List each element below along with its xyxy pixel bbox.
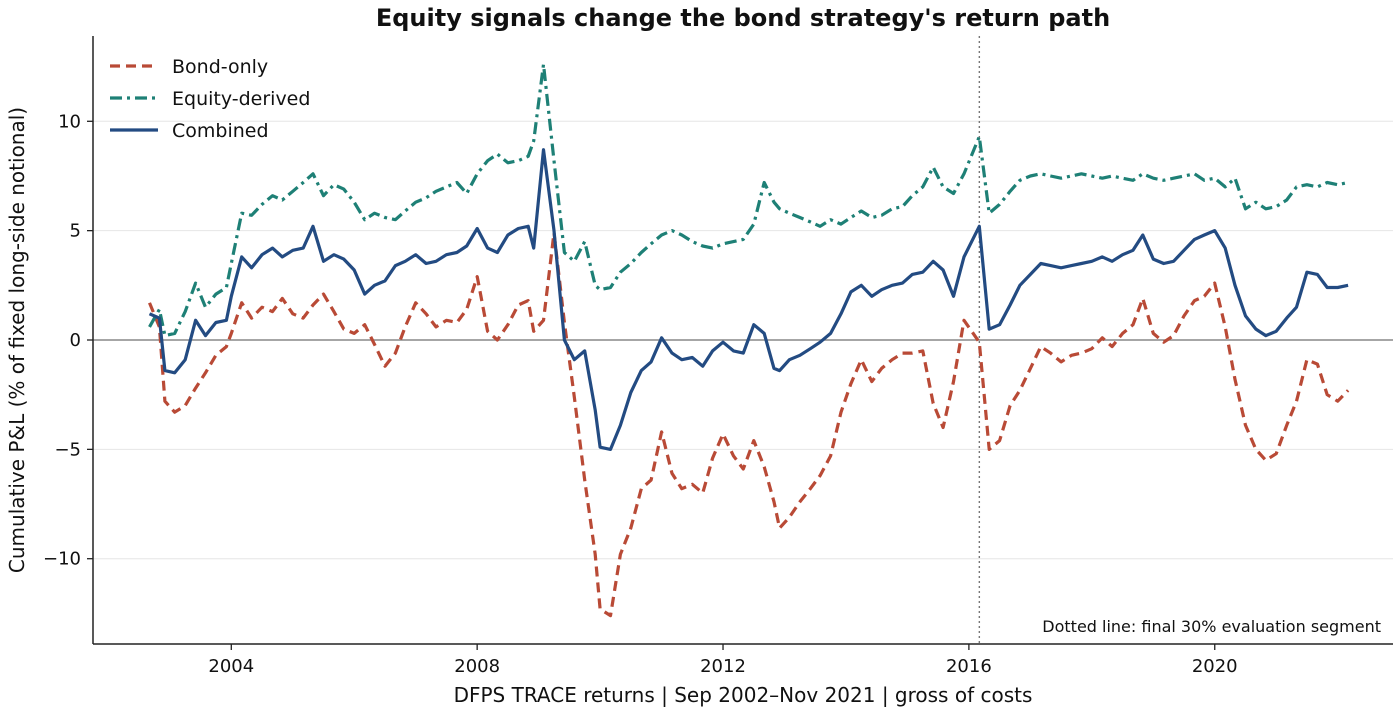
series-line-equity-derived <box>148 62 1349 338</box>
legend-label-bond-only: Bond-only <box>172 56 268 78</box>
x-tick-label: 2020 <box>1192 656 1238 677</box>
y-axis-label: Cumulative P&L (% of fixed long-side not… <box>5 107 29 573</box>
y-tick-label: 10 <box>58 111 81 132</box>
x-tick-label: 2004 <box>208 656 254 677</box>
series-layer <box>148 62 1350 618</box>
y-ticks: −10 −5 0 5 10 <box>43 111 93 570</box>
series-line-combined <box>148 148 1349 451</box>
x-ticks: 2004 2008 2012 2016 2020 <box>208 644 1238 677</box>
chart-title: Equity signals change the bond strategy'… <box>376 4 1110 32</box>
series-line-bond-only <box>148 231 1350 618</box>
evaluation-annotation: Dotted line: final 30% evaluation segmen… <box>1042 617 1381 636</box>
legend: Bond-only Equity-derived Combined <box>110 56 310 142</box>
y-tick-label: 5 <box>70 221 81 242</box>
x-tick-label: 2016 <box>946 656 992 677</box>
x-tick-label: 2008 <box>454 656 500 677</box>
y-tick-label: 0 <box>70 330 81 351</box>
y-tick-label: −10 <box>43 549 81 570</box>
legend-label-combined: Combined <box>172 120 269 142</box>
legend-label-equity-derived: Equity-derived <box>172 88 310 110</box>
y-tick-label: −5 <box>54 439 81 460</box>
x-tick-label: 2012 <box>700 656 746 677</box>
x-axis-label: DFPS TRACE returns | Sep 2002–Nov 2021 |… <box>454 683 1033 707</box>
